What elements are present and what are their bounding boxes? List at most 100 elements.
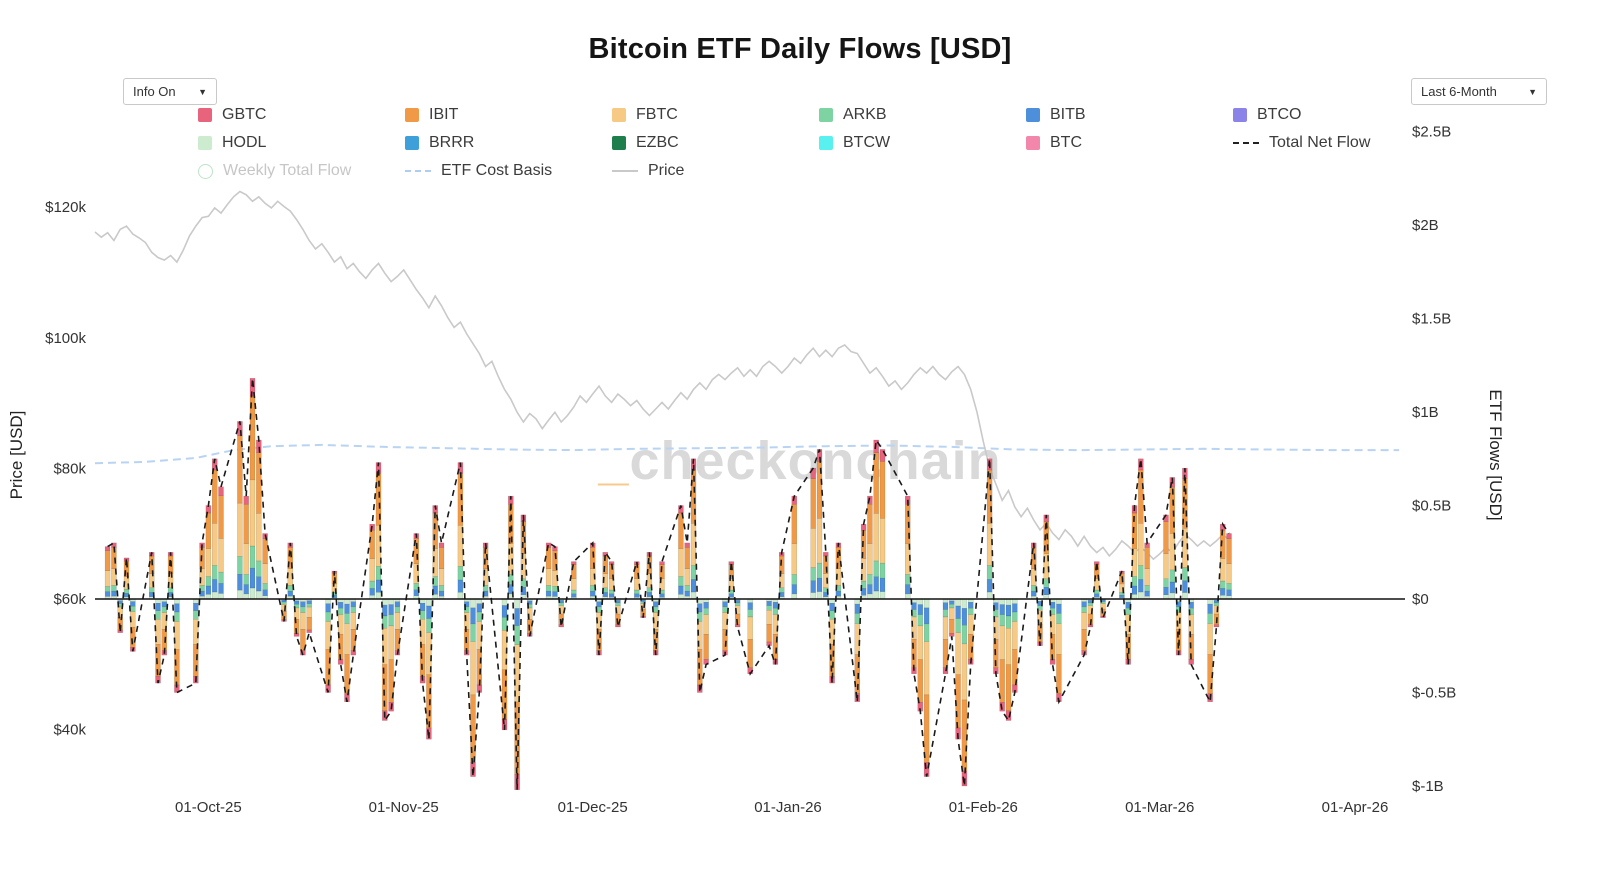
- flow-bar-segment: [476, 621, 482, 650]
- legend-item-btco[interactable]: BTCO: [1233, 106, 1440, 124]
- legend-item-brrr[interactable]: BRRR: [405, 134, 612, 152]
- flow-bar-segment: [917, 604, 923, 615]
- etf-cost-basis-swatch: [405, 170, 431, 172]
- flow-bar-segment: [338, 614, 344, 635]
- flow-bar-segment: [816, 562, 823, 579]
- chart-legend: GBTC IBIT FBTC ARKB BITB BTCO HODL BRRR EZBC BTCW…: [198, 106, 1443, 180]
- weekly-total-flow-label: Weekly Total Flow: [223, 162, 352, 179]
- flow-bar-segment: [545, 585, 552, 592]
- gbtc-label: GBTC: [222, 106, 267, 123]
- legend-item-btc[interactable]: BTC: [1026, 134, 1233, 152]
- flow-bar-segment: [917, 614, 923, 627]
- flow-bar-segment: [1138, 591, 1144, 600]
- flow-bar-segment: [218, 538, 224, 573]
- flow-bar-segment: [1169, 581, 1176, 594]
- flow-axis-tick-label: $0: [1412, 591, 1429, 608]
- flow-bar-segment: [155, 603, 161, 612]
- flow-bar-segment: [174, 621, 180, 650]
- flow-bar-segment: [306, 617, 312, 631]
- flow-bar-segment: [1138, 523, 1144, 566]
- flow-bar-segment: [1030, 590, 1037, 597]
- flow-bar-segment: [634, 589, 640, 594]
- flow-bar-segment: [867, 543, 873, 575]
- legend-item-ezbc[interactable]: EZBC: [612, 134, 819, 152]
- legend-item-total-net-flow[interactable]: Total Net Flow: [1233, 134, 1440, 152]
- flow-bar-segment: [300, 612, 306, 630]
- gbtc-swatch: [198, 108, 212, 122]
- flow-bar-segment: [174, 603, 180, 613]
- flow-bar-segment: [243, 495, 249, 505]
- timeframe-dropdown-label: Last 6-Month: [1421, 84, 1497, 99]
- flow-bar-segment: [256, 560, 262, 578]
- flow-bar-segment: [338, 602, 344, 609]
- flow-bar-segment: [382, 604, 388, 617]
- flow-bar-segment: [161, 601, 168, 607]
- flow-bar-segment: [1087, 624, 1094, 628]
- btc-label: BTC: [1050, 134, 1082, 151]
- flow-bar-segment: [766, 601, 772, 606]
- flow-bar-segment: [193, 603, 199, 612]
- legend-item-gbtc[interactable]: GBTC: [198, 106, 405, 124]
- flow-bar-segment: [237, 589, 243, 600]
- flow-bar-segment: [375, 592, 382, 600]
- flow-bar-segment: [514, 598, 520, 609]
- legend-item-price[interactable]: Price: [612, 162, 819, 180]
- flow-bar-segment: [1005, 598, 1012, 606]
- flow-bar-segment: [684, 585, 690, 592]
- flow-bar-segment: [293, 604, 300, 609]
- flow-bar-segment: [854, 603, 860, 614]
- flow-bar-segment: [999, 598, 1005, 605]
- flow-bar-segment: [287, 590, 293, 597]
- flow-bar-segment: [104, 586, 111, 592]
- flow-bar-segment: [211, 523, 218, 566]
- flow-bar-segment: [1012, 603, 1018, 613]
- flow-bar-segment: [243, 584, 249, 595]
- flow-bar-segment: [923, 607, 930, 625]
- legend-item-hodl[interactable]: HODL: [198, 134, 405, 152]
- flow-bar-segment: [905, 593, 911, 600]
- flow-bar-segment: [690, 579, 697, 593]
- flow-bar-segment: [816, 577, 823, 592]
- price-axis-tick-label: $60k: [53, 591, 86, 608]
- flow-bar-segment: [690, 565, 697, 580]
- flow-bar-segment: [1093, 593, 1100, 598]
- legend-item-fbtc[interactable]: FBTC: [612, 106, 819, 124]
- flow-bar-segment: [193, 619, 199, 645]
- flow-bar-segment: [1005, 664, 1012, 711]
- flow-bar-segment: [111, 585, 117, 592]
- flow-bar-segment: [986, 591, 993, 600]
- flow-bar-segment: [1131, 576, 1138, 587]
- x-axis-tick-label: 01-Jan-26: [754, 799, 822, 816]
- flow-bar-segment: [684, 590, 690, 597]
- flow-bar-segment: [501, 605, 508, 618]
- flow-bar-segment: [388, 614, 394, 627]
- flow-bar-segment: [104, 550, 111, 571]
- flow-bar-segment: [281, 599, 287, 603]
- price-label: Price: [648, 162, 685, 179]
- legend-item-bitb[interactable]: BITB: [1026, 106, 1233, 124]
- info-dropdown[interactable]: Info On ▼: [123, 78, 217, 105]
- flow-bar-segment: [281, 601, 287, 605]
- flow-bar-segment: [123, 588, 130, 594]
- flow-bar-segment: [1081, 612, 1087, 630]
- flow-bar-segment: [942, 602, 949, 610]
- flow-bar-segment: [571, 589, 577, 594]
- flow-bar-segment: [949, 604, 955, 609]
- flow-bar-segment: [375, 566, 382, 581]
- flow-bar-segment: [703, 614, 709, 635]
- flow-bar-segment: [174, 649, 180, 686]
- flow-bar-segment: [659, 561, 665, 565]
- legend-item-ibit[interactable]: IBIT: [405, 106, 612, 124]
- legend-item-weekly-total-flow[interactable]: Weekly Total Flow: [198, 162, 405, 180]
- flow-bar-segment: [999, 625, 1005, 660]
- flow-bar-segment: [470, 607, 476, 625]
- legend-item-btcw[interactable]: BTCW: [819, 134, 1026, 152]
- legend-item-arkb[interactable]: ARKB: [819, 106, 1026, 124]
- flow-bar-segment: [571, 593, 577, 598]
- flow-bar-segment: [237, 573, 243, 591]
- timeframe-dropdown[interactable]: Last 6-Month ▼: [1411, 78, 1547, 105]
- legend-item-etf-cost-basis[interactable]: ETF Cost Basis: [405, 162, 612, 180]
- flow-bar-segment: [879, 461, 886, 519]
- hodl-swatch: [198, 136, 212, 150]
